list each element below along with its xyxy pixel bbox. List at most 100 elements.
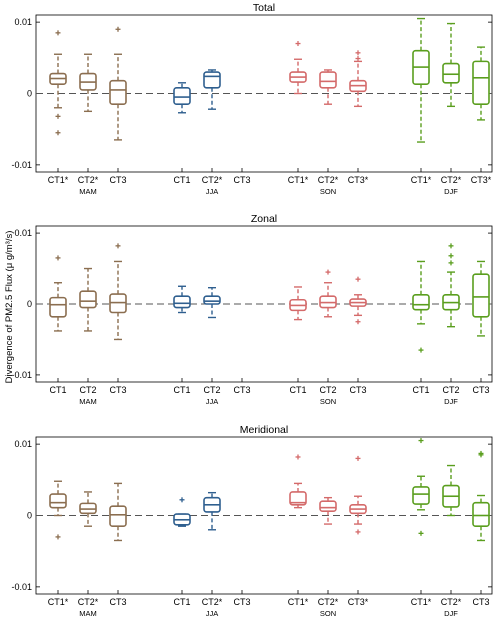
box-son-ct1 — [289, 286, 307, 321]
box-son-ct2-star — [319, 69, 337, 105]
x-tick-label: CT2* — [78, 175, 99, 185]
x-tick-label: CT1* — [411, 597, 432, 607]
box-mam-ct2-star — [79, 491, 97, 527]
outlier-marker — [418, 438, 424, 444]
outlier-marker — [478, 450, 484, 456]
x-tick-label: CT1* — [48, 175, 69, 185]
box-mam-ct1 — [49, 255, 67, 332]
box-son-ct3-star — [349, 50, 367, 108]
x-tick-label: CT1 — [173, 597, 190, 607]
y-tick-label: 0.01 — [14, 439, 32, 449]
season-label: JJA — [206, 397, 219, 406]
box-iqr — [319, 500, 337, 513]
season-label: DJF — [444, 397, 458, 406]
x-tick-label: CT2 — [79, 385, 96, 395]
box-mam-ct1-star — [49, 30, 67, 136]
x-tick-label: CT3 — [349, 385, 366, 395]
y-tick-label: 0 — [27, 89, 32, 99]
box-iqr — [173, 295, 191, 309]
box-son-ct2 — [319, 269, 337, 318]
x-tick-label: CT3 — [109, 597, 126, 607]
box-mam-ct2-star — [79, 53, 97, 113]
x-tick-label: CT1 — [289, 385, 306, 395]
x-tick-label: CT2* — [78, 597, 99, 607]
x-tick-label: CT1* — [288, 597, 309, 607]
season-label: DJF — [444, 187, 458, 196]
outlier-marker — [55, 30, 61, 36]
box-djf-ct2 — [442, 243, 460, 328]
season-label: JJA — [206, 187, 219, 196]
box-iqr — [412, 486, 430, 505]
box-mam-ct3 — [109, 26, 127, 141]
box-iqr — [203, 71, 221, 89]
outlier-marker — [355, 276, 361, 282]
season-label: MAM — [79, 187, 97, 196]
box-jja-ct2-star — [203, 69, 221, 110]
box-mam-ct3 — [109, 482, 127, 542]
box-mam-ct1-star — [49, 480, 67, 540]
x-tick-label: CT2* — [202, 175, 223, 185]
box-djf-ct2-star — [442, 464, 460, 517]
x-tick-label: CT3 — [233, 597, 250, 607]
outlier-marker — [295, 454, 301, 460]
season-label: MAM — [79, 609, 97, 618]
box-son-ct3-star — [349, 455, 367, 535]
x-tick-label: CT3* — [348, 597, 369, 607]
outlier-marker — [325, 269, 331, 275]
box-son-ct1-star — [289, 41, 307, 95]
box-djf-ct1-star — [412, 438, 430, 536]
panel-total: Total 0.01 0 -0.01 CT1* CT2* CT3 CT1 CT2* CT3 CT1*… — [11, 2, 493, 196]
x-tick-label: CT2* — [202, 597, 223, 607]
y-tick-label: 0 — [27, 299, 32, 309]
x-tick-label: CT3 — [233, 385, 250, 395]
box-iqr — [173, 86, 191, 106]
season-label: JJA — [206, 609, 219, 618]
box-iqr — [472, 60, 490, 106]
box-djf-ct2-star — [442, 22, 460, 108]
box-jja-ct1 — [173, 497, 191, 527]
box-iqr — [472, 273, 490, 318]
panel-title: Meridional — [240, 424, 288, 436]
panel-title: Zonal — [251, 213, 277, 225]
y-tick-label: -0.01 — [11, 160, 32, 170]
x-tick-label: CT1* — [48, 597, 69, 607]
x-tick-label: CT2 — [319, 385, 336, 395]
box-iqr — [203, 295, 221, 305]
x-tick-label: CT3 — [233, 175, 250, 185]
box-iqr — [289, 491, 307, 506]
box-iqr — [109, 505, 127, 528]
box-mam-ct3 — [109, 243, 127, 341]
y-tick-label: 0 — [27, 511, 32, 521]
outlier-marker — [355, 455, 361, 461]
x-tick-label: CT2* — [318, 175, 339, 185]
box-djf-ct3 — [472, 450, 490, 542]
y-tick-label: 0.01 — [14, 228, 32, 238]
y-tick-label: -0.01 — [11, 582, 32, 592]
box-iqr — [442, 62, 460, 84]
outlier-marker — [55, 113, 61, 119]
x-tick-label: CT1 — [412, 385, 429, 395]
x-tick-label: CT1 — [49, 385, 66, 395]
box-iqr — [472, 501, 490, 528]
outlier-marker — [418, 530, 424, 536]
box-jja-ct2-star — [203, 491, 221, 531]
box-iqr — [319, 71, 337, 89]
season-label: SON — [320, 397, 336, 406]
season-label: DJF — [444, 609, 458, 618]
y-tick-label: -0.01 — [11, 370, 32, 380]
season-label: SON — [320, 609, 336, 618]
outlier-marker — [55, 130, 61, 136]
y-axis-label: Divergence of PM2.5 Flux (μ g/m³/s) — [4, 231, 15, 384]
box-iqr — [412, 293, 430, 311]
outlier-marker — [115, 26, 121, 32]
x-tick-label: CT3 — [109, 175, 126, 185]
x-tick-label: CT3 — [472, 385, 489, 395]
box-son-ct1-star — [289, 454, 307, 509]
box-jja-ct2 — [203, 286, 221, 319]
outlier-marker — [55, 255, 61, 261]
season-label: SON — [320, 187, 336, 196]
outlier-marker — [448, 253, 454, 259]
outlier-marker — [355, 319, 361, 325]
x-tick-label: CT3 — [109, 385, 126, 395]
